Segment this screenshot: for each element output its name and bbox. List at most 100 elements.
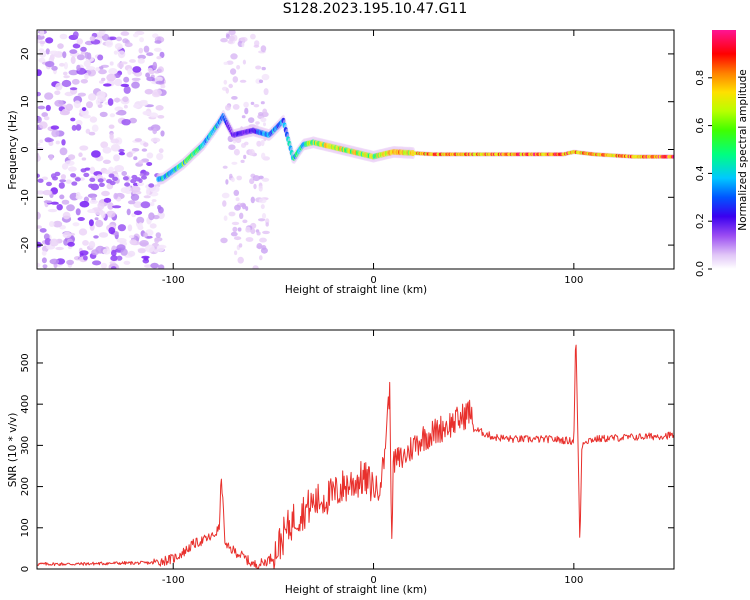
heatmap-noise-cell [46,138,54,142]
heatmap-noise-cell [139,101,149,106]
y-tick-label: 10 [20,95,31,108]
heatmap-noise-cell [146,162,153,166]
heatmap-noise-cell [59,62,65,67]
heatmap-noise-cell [75,208,81,216]
heatmap-ridge-cell [54,171,61,177]
heatmap-noise-cell [80,46,87,53]
heatmap-noise-cell [123,76,130,83]
heatmap-noise-cell [230,231,238,237]
heatmap-noise-cell [37,116,42,123]
heatmap-noise-cell [113,192,118,200]
heatmap-noise-cell [45,48,50,55]
heatmap-noise-cell [79,250,89,256]
snr-series-line [37,344,674,569]
heatmap-noise-cell [113,154,120,162]
heatmap-noise-cell [249,178,255,185]
heatmap-noise-cell [228,83,233,89]
heatmap-noise-cell [55,82,63,91]
heatmap-ridge-cell [46,181,52,187]
heatmap-noise-cell [133,156,138,161]
heatmap-noise-cell [102,146,112,154]
heatmap-noise-cell [50,125,60,130]
heatmap-noise-cell [248,149,255,156]
heatmap-noise-cell [64,160,75,166]
heatmap-noise-cell [72,31,79,39]
heatmap-noise-cell [158,264,165,269]
heatmap-noise-cell [120,83,130,87]
heatmap-noise-cell [252,265,259,269]
heatmap-noise-cell [263,88,269,96]
heatmap-noise-cell [160,84,166,89]
heatmap-noise-cell [223,215,228,221]
heatmap-noise-cell [134,138,142,142]
heatmap-noise-cell [81,107,87,112]
x-tick-label: 100 [564,275,583,286]
heatmap-noise-cell [59,110,70,116]
heatmap-noise-cell [137,54,146,60]
heatmap-noise-cell [129,117,137,124]
heatmap-ridge-cell [148,183,155,188]
heatmap-noise-cell [245,226,251,233]
heatmap-noise-cell [76,54,85,61]
heatmap-noise-cell [240,202,246,208]
heatmap-noise-cell [260,204,265,210]
heatmap-noise-cell [253,104,260,108]
heatmap-noise-cell [102,248,111,255]
heatmap-noise-cell [88,131,96,136]
heatmap-noise-cell [237,227,242,232]
heatmap-noise-cell [77,92,86,97]
heatmap-noise-cell [130,185,141,193]
heatmap-noise-cell [228,211,236,217]
heatmap-noise-cell [72,43,81,49]
heatmap-noise-cell [231,161,238,165]
heatmap-noise-cell [71,78,80,85]
heatmap-noise-cell [136,216,145,224]
heatmap-noise-cell [232,226,238,232]
heatmap-noise-cell [69,49,78,54]
heatmap-noise-cell [55,246,64,251]
heatmap-noise-cell [73,100,81,109]
heatmap-noise-cell [62,51,67,59]
heatmap-noise-cell [37,262,41,268]
heatmap-noise-cell [83,60,91,68]
heatmap-noise-cell [47,208,58,213]
heatmap-noise-cell [110,266,117,269]
heatmap-noise-cell [89,199,98,204]
heatmap-noise-cell [238,243,243,248]
heatmap-noise-cell [60,174,66,180]
colorbar-tick-label: 0.8 [695,70,706,86]
heatmap-noise-cell [150,137,161,143]
heatmap-noise-cell [154,76,163,82]
heatmap-noise-cell [143,232,148,238]
heatmap-noise-cell [261,66,266,71]
heatmap-noise-cell [148,212,155,221]
snr-axes: -100 0 100 0 100 200 300 400 500 [20,330,674,586]
heatmap-noise-cell [75,124,82,131]
heatmap-noise-cell [256,140,262,147]
heatmap-noise-cell [117,224,126,232]
heatmap-noise-cell [128,235,135,239]
heatmap-noise-cell [143,195,151,199]
heatmap-noise-cell [88,219,94,227]
heatmap-noise-cell [38,57,46,63]
heatmap-noise-cell [105,39,114,48]
heatmap-noise-cell [89,166,96,175]
heatmap-noise-cell [228,144,236,150]
heatmap-ridge-cell [98,182,105,187]
colorbar-axis: 0.0 0.2 0.4 0.6 0.8 [695,70,712,277]
heatmap-noise-cell [129,239,137,245]
heatmap-noise-cell [243,154,247,160]
heatmap-noise-cell [263,122,266,127]
heatmap-ridge-cell [52,176,58,181]
heatmap-noise-cell [225,179,229,185]
heatmap-noise-cell [80,51,87,55]
heatmap-noise-cell [145,72,151,78]
heatmap-noise-cell [223,79,228,85]
heatmap-noise-cell [95,67,100,72]
heatmap-noise-cell [258,79,264,84]
heatmap-noise-cell [138,160,144,165]
y-tick-label: -20 [20,237,31,253]
heatmap-noise-cell [131,77,141,81]
